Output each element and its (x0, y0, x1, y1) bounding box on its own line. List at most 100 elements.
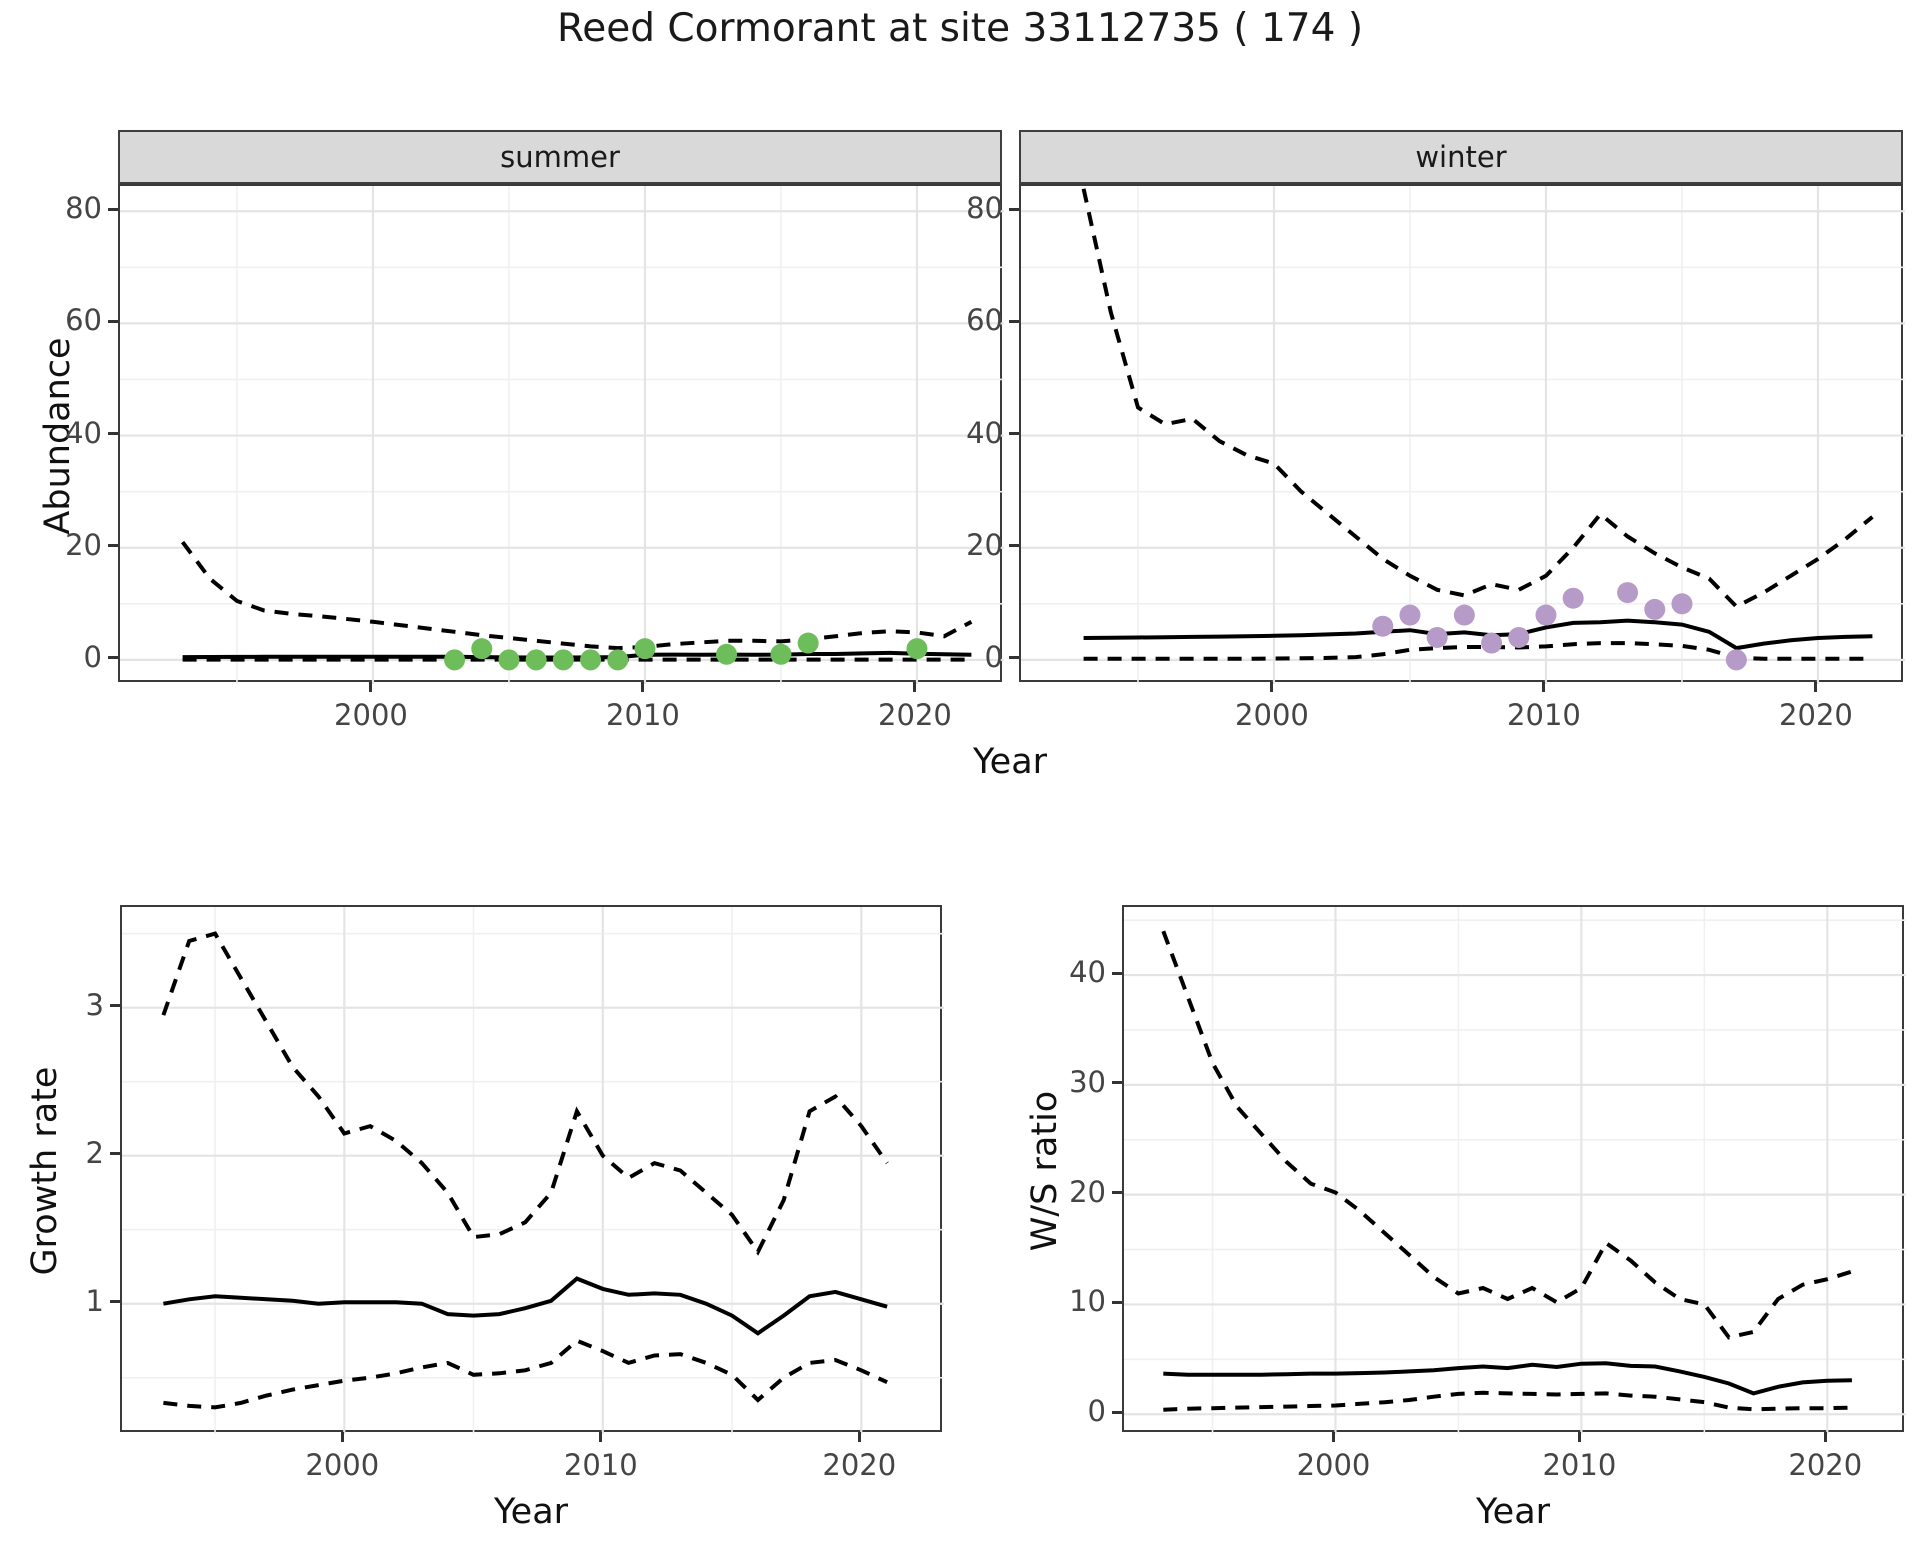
y-tick-label: 0 (83, 639, 102, 674)
x-tick-label: 2010 (1542, 1448, 1617, 1482)
x-tick-label: 2000 (305, 1448, 380, 1482)
y-tick-mark (110, 1152, 120, 1156)
x-tick-label: 2020 (878, 698, 952, 732)
panel-ws-ratio (1122, 905, 1906, 1434)
y-tick-label: 2 (85, 1135, 104, 1170)
x-tick-mark (1331, 1432, 1335, 1442)
x-tick-mark (913, 682, 917, 692)
panel-growth-rate (120, 905, 944, 1434)
x-axis-title-top: Year (972, 742, 1048, 782)
facet-strip-summer: summer (118, 130, 1002, 184)
y-tick-mark (108, 319, 118, 323)
series-median-abundance-winter (1083, 618, 1873, 651)
data-point-observed-counts-summer (634, 638, 656, 660)
y-tick-label: 0 (1087, 1394, 1106, 1429)
y-tick-label: 60 (966, 303, 1003, 338)
x-tick-mark (1542, 682, 1546, 692)
y-tick-label: 40 (966, 415, 1003, 450)
y-tick-mark (1112, 1410, 1122, 1414)
x-tick-mark (1823, 1432, 1827, 1442)
y-tick-label: 20 (966, 527, 1003, 562)
data-point-observed-counts-summer (471, 638, 493, 660)
y-tick-label: 40 (65, 415, 102, 450)
y-tick-mark (1112, 1081, 1122, 1085)
chart-canvas-abundance-winter (1021, 186, 1905, 684)
x-tick-label: 2020 (1779, 698, 1853, 732)
y-tick-mark (108, 656, 118, 660)
y-tick-label: 40 (1069, 955, 1106, 990)
y-tick-label: 60 (65, 303, 102, 338)
data-point-observed-counts-winter (1671, 593, 1693, 615)
x-tick-mark (340, 1432, 344, 1442)
x-tick-mark (857, 1432, 861, 1442)
y-tick-mark (110, 1004, 120, 1008)
plot-title: Reed Cormorant at site 33112735 ( 174 ) (556, 6, 1364, 51)
series-upper95-ws (1161, 930, 1853, 1340)
x-tick-label: 2010 (606, 698, 680, 732)
x-tick-mark (599, 1432, 603, 1442)
data-point-observed-counts-winter (1372, 615, 1394, 637)
series-upper95-abundance-winter (1081, 188, 1874, 610)
data-point-observed-counts-summer (906, 638, 928, 660)
data-point-observed-counts-winter (1535, 604, 1557, 626)
series-lower95-growth (163, 1338, 888, 1410)
series-upper95-abundance-summer (180, 540, 973, 651)
chart-canvas-ws (1124, 907, 1906, 1434)
y-tick-mark (1009, 432, 1019, 436)
x-tick-label: 2010 (1507, 698, 1581, 732)
data-point-observed-counts-winter (1426, 626, 1448, 648)
data-point-observed-counts-summer (580, 649, 602, 671)
data-point-observed-counts-winter (1399, 604, 1421, 626)
facet-strip-winter: winter (1019, 130, 1903, 184)
series-upper95-growth (161, 931, 889, 1256)
data-point-observed-counts-summer (525, 649, 547, 671)
x-tick-label: 2000 (334, 698, 408, 732)
series-median-growth (163, 1276, 888, 1336)
data-point-observed-counts-summer (797, 632, 819, 654)
y-tick-mark (1009, 656, 1019, 660)
data-point-observed-counts-winter (1644, 598, 1666, 620)
x-tick-mark (641, 682, 645, 692)
y-axis-title-growth-rate: Growth rate (25, 1066, 65, 1276)
y-tick-mark (110, 1300, 120, 1304)
x-tick-label: 2010 (563, 1448, 638, 1482)
x-tick-mark (1814, 682, 1818, 692)
x-tick-label: 2020 (1788, 1448, 1863, 1482)
series-median-abundance-summer (182, 650, 972, 660)
data-point-observed-counts-summer (444, 649, 466, 671)
x-tick-mark (369, 682, 373, 692)
y-tick-mark (1009, 207, 1019, 211)
x-tick-label: 2000 (1296, 1448, 1371, 1482)
data-point-observed-counts-winter (1453, 604, 1475, 626)
y-tick-label: 0 (984, 639, 1003, 674)
data-point-observed-counts-winter (1562, 587, 1584, 609)
x-tick-mark (1577, 1432, 1581, 1442)
data-point-observed-counts-winter (1481, 632, 1503, 654)
y-tick-label: 10 (1069, 1284, 1106, 1319)
y-tick-label: 20 (65, 527, 102, 562)
y-tick-mark (108, 432, 118, 436)
chart-canvas-growth (122, 907, 944, 1434)
data-point-observed-counts-winter (1617, 582, 1639, 604)
y-tick-mark (108, 207, 118, 211)
y-tick-mark (108, 544, 118, 548)
y-tick-label: 80 (65, 191, 102, 226)
y-tick-label: 3 (85, 987, 104, 1022)
chart-canvas-abundance-summer (120, 186, 1004, 684)
x-tick-label: 2020 (822, 1448, 897, 1482)
panel-abundance-winter (1019, 184, 1905, 684)
x-axis-title-ws: Year (1475, 1492, 1551, 1532)
x-axis-title-growth: Year (493, 1492, 569, 1532)
data-point-observed-counts-winter (1725, 649, 1747, 671)
data-point-observed-counts-summer (716, 643, 738, 665)
series-lower95-ws (1163, 1390, 1852, 1412)
y-tick-mark (1009, 544, 1019, 548)
y-tick-label: 1 (85, 1283, 104, 1318)
y-tick-mark (1112, 1191, 1122, 1195)
data-point-observed-counts-summer (770, 643, 792, 665)
data-point-observed-counts-winter (1508, 626, 1530, 648)
x-tick-mark (1270, 682, 1274, 692)
data-point-observed-counts-summer (498, 649, 520, 671)
data-point-observed-counts-summer (552, 649, 574, 671)
